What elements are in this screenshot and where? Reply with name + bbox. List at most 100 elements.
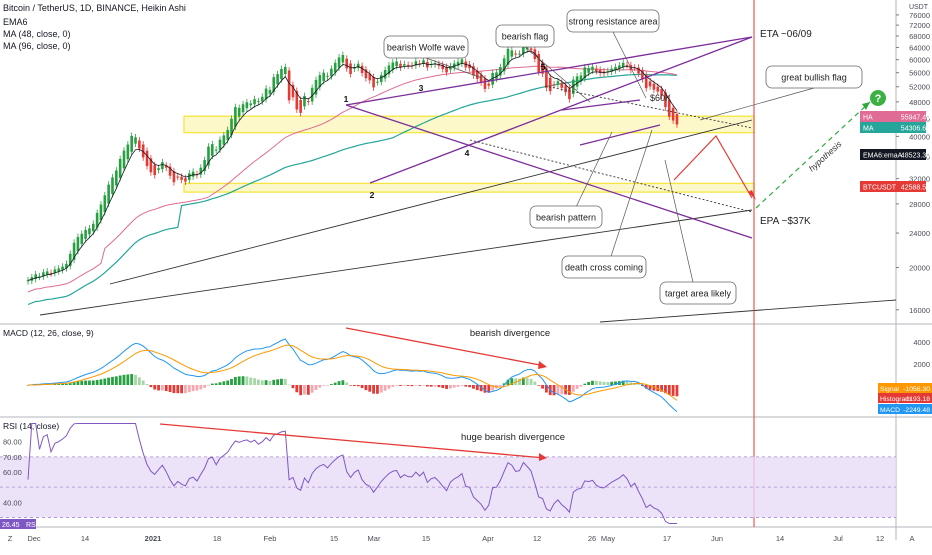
price-tick-label: 20000 (909, 264, 930, 273)
histogram-bar (529, 378, 533, 385)
histogram-bar (468, 385, 471, 388)
ema6-line (27, 50, 678, 281)
dotted-line-upper (544, 85, 753, 129)
histogram-bar (260, 380, 264, 385)
candle-body (145, 150, 149, 167)
candle-body (564, 85, 567, 93)
macd-label-value: -1056.30 (903, 386, 930, 393)
histogram-bar (268, 380, 272, 385)
price-tick-label: 40000 (909, 132, 930, 141)
histogram-bar (176, 385, 180, 394)
histogram-bar (479, 385, 483, 392)
candle-body (522, 45, 525, 54)
price-tick-label: 28000 (909, 200, 930, 209)
rsi-current-name: RSI (26, 522, 38, 529)
candle-body (449, 66, 452, 70)
histogram-bar (406, 385, 410, 386)
candle-body (556, 81, 560, 85)
candle-body (422, 60, 425, 64)
resistance-callout-text: strong resistance area (568, 17, 657, 27)
flag-top (561, 99, 641, 111)
wave-number-2: 2 (370, 190, 375, 200)
candle-body (88, 228, 91, 235)
histogram-bar (506, 379, 510, 385)
candle-body (38, 276, 41, 278)
histogram-bar (621, 380, 625, 385)
histogram-bar (591, 380, 594, 385)
candle-body (226, 129, 229, 140)
candle-body (637, 67, 640, 74)
histogram-bar (99, 379, 103, 385)
histogram-bar (675, 385, 679, 397)
plot-background (0, 0, 896, 522)
macd-label-2: MACD -2249.48 (878, 404, 932, 414)
candle-body (518, 53, 521, 55)
wolfe-upper-line (345, 36, 753, 106)
red-projection (673, 135, 753, 199)
histogram-bar (602, 381, 606, 385)
candle-body (571, 79, 575, 94)
histogram-bar (161, 385, 164, 391)
candle-body (91, 223, 95, 232)
histogram-bar (541, 385, 544, 389)
candle-body (491, 73, 494, 85)
time-tick-label: 15 (330, 534, 338, 543)
histogram-bar (587, 381, 591, 385)
histogram-bar (625, 381, 629, 385)
histogram-bar (387, 385, 391, 389)
histogram-bar (249, 377, 253, 385)
candle-body (272, 77, 276, 92)
histogram-bar (491, 385, 495, 391)
candle-body (479, 74, 483, 83)
price-label-name: MA (863, 126, 874, 133)
histogram-bar (126, 374, 130, 385)
candle-body (506, 48, 510, 65)
candle-body (72, 242, 76, 260)
candle-body (633, 67, 637, 69)
candle-body (664, 92, 667, 108)
macd-label-value: -1193.18 (904, 396, 931, 403)
candle-body (345, 58, 349, 69)
macd-divergence-arrowhead (538, 361, 547, 369)
candle-body (80, 233, 84, 244)
histogram-bar (483, 385, 487, 393)
rsi-current-value: 26.45 (2, 522, 20, 529)
candle-body (399, 63, 402, 68)
histogram-bar (399, 385, 402, 386)
rsi-divergence-arrowhead (539, 453, 547, 461)
candle-body (610, 68, 613, 72)
histogram-bar (326, 385, 329, 386)
macd-label-value: -2249.48 (903, 407, 930, 414)
candle-body (49, 272, 53, 274)
candle-body (164, 165, 168, 168)
time-tick-label: Jul (833, 534, 843, 543)
candle-body (118, 158, 122, 178)
candle-body (172, 171, 176, 183)
macd-label-bg (878, 383, 932, 393)
histogram-bar (652, 385, 656, 391)
candle-body (368, 73, 372, 81)
price-label-bg (860, 149, 926, 160)
long-trendline-upper (109, 119, 753, 285)
bullish-flag-callout-pointer (699, 87, 815, 121)
rsi-current-bg (0, 519, 36, 529)
histogram-bar (187, 385, 191, 393)
candle-body (111, 177, 114, 194)
candle-body (452, 63, 456, 68)
histogram-bar (118, 375, 122, 385)
histogram-bar (233, 376, 237, 385)
histogram-bar (218, 382, 222, 385)
price-tick-label: 64000 (909, 43, 930, 52)
histogram-bar (214, 383, 218, 385)
candle-body (456, 61, 460, 66)
price-label-3: BTCUSDT 42588.59 (860, 181, 930, 192)
indicator-ema6: EMA6 (3, 17, 28, 27)
candle-body (545, 68, 548, 88)
candle-body (487, 83, 491, 86)
ma96-line (27, 73, 678, 306)
candle-body (303, 96, 306, 107)
histogram-bar (521, 377, 525, 385)
question-circle-icon (870, 90, 886, 106)
